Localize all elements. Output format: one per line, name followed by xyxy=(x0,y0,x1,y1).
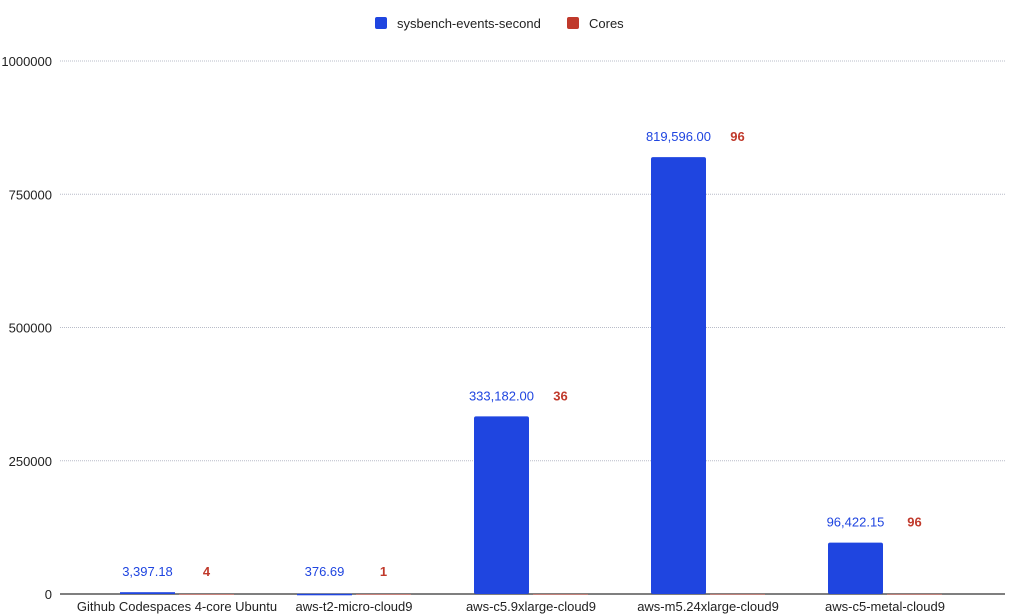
y-tick-label: 500000 xyxy=(9,321,52,336)
data-label-cores: 96 xyxy=(907,515,921,530)
bar-sysbench-events-second xyxy=(828,542,883,594)
bar-sysbench-events-second xyxy=(474,416,529,594)
x-category-label: aws-t2-micro-cloud9 xyxy=(295,599,412,614)
legend-label-series-2: Cores xyxy=(589,16,624,31)
y-tick-label: 750000 xyxy=(9,187,52,202)
x-category-label: Github Codespaces 4-core Ubuntu xyxy=(77,599,277,614)
data-label-cores: 36 xyxy=(553,388,567,403)
legend-label-series-1: sysbench-events-second xyxy=(397,16,541,31)
data-label-cores: 96 xyxy=(730,129,744,144)
y-tick-label: 250000 xyxy=(9,454,52,469)
y-axis-ticks: 0 250000 500000 750000 1000000 xyxy=(1,54,52,602)
data-label-cores: 4 xyxy=(203,564,211,579)
legend: sysbench-events-second Cores xyxy=(375,16,624,31)
data-label-cores: 1 xyxy=(380,564,387,579)
data-label-sysbench-events-second: 96,422.15 xyxy=(827,515,885,530)
data-label-sysbench-events-second: 333,182.00 xyxy=(469,388,534,403)
bar-cores xyxy=(179,593,234,595)
bar-sysbench-events-second xyxy=(651,157,706,594)
x-axis-categories: Github Codespaces 4-core Ubuntu aws-t2-mi… xyxy=(77,599,945,614)
data-label-sysbench-events-second: 376.69 xyxy=(305,564,345,579)
bar-cores xyxy=(356,593,411,595)
bar-cores xyxy=(533,593,588,595)
data-labels: 3,397.18 4 376.69 1 333,182.00 36 819,596.00 96… xyxy=(122,129,922,579)
x-category-label: aws-c5.9xlarge-cloud9 xyxy=(466,599,596,614)
bar-cores xyxy=(710,593,765,595)
bar-cores xyxy=(887,593,942,595)
legend-swatch-series-1 xyxy=(375,17,387,29)
y-tick-label: 0 xyxy=(45,587,52,602)
y-tick-label: 1000000 xyxy=(1,54,52,69)
legend-swatch-series-2 xyxy=(567,17,579,29)
data-label-sysbench-events-second: 819,596.00 xyxy=(646,129,711,144)
bar-sysbench-events-second xyxy=(120,592,175,594)
x-category-label: aws-m5.24xlarge-cloud9 xyxy=(637,599,779,614)
bar-sysbench-events-second xyxy=(297,593,352,596)
x-category-label: aws-c5-metal-cloud9 xyxy=(825,599,945,614)
data-label-sysbench-events-second: 3,397.18 xyxy=(122,564,173,579)
bars xyxy=(120,157,942,596)
